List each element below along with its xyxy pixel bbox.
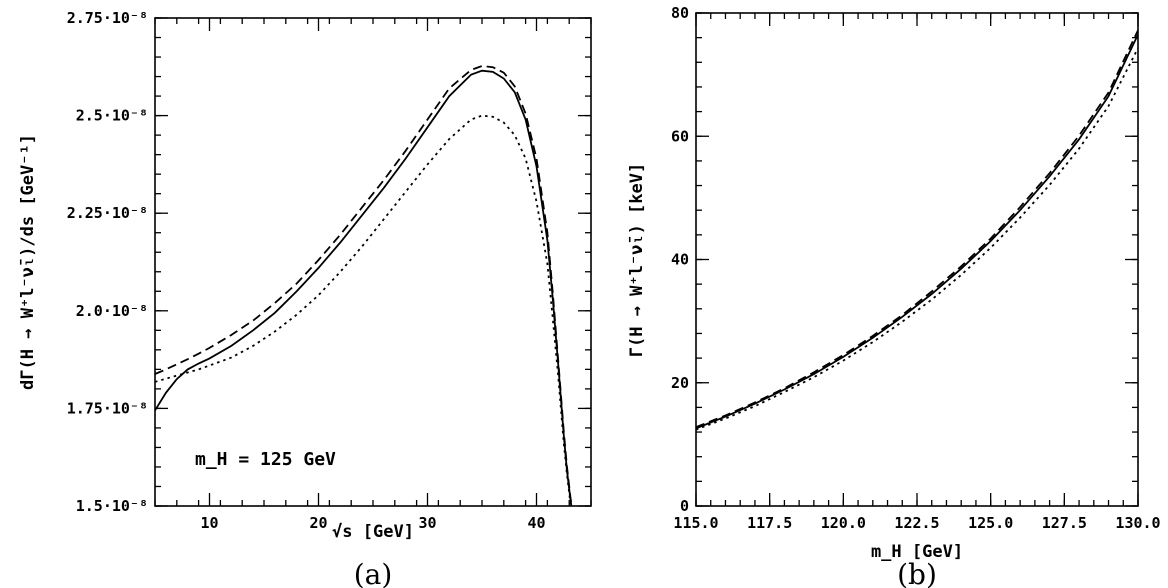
panel-a-ticks [154, 17, 592, 507]
y-tick-label: 2.5·10⁻⁸ [76, 107, 148, 125]
x-tick-label: 117.5 [747, 514, 792, 532]
x-tick-label: 127.5 [1042, 514, 1087, 532]
y-tick-label: 2.25·10⁻⁸ [67, 204, 148, 222]
x-tick-label: 30 [418, 514, 436, 532]
panel-b-tick-labels: 115.0 117.5 120.0 122.5 125.0 127.5 130.0 0 20 40… [671, 4, 1161, 532]
y-tick-label: 60 [671, 127, 689, 145]
series-dotted-line [696, 47, 1138, 431]
panel-a-mass-annotation: m_H = 125 GeV [195, 449, 336, 470]
panel-b-caption-label: (b) [897, 558, 937, 588]
panel-a-caption-label: (a) [354, 558, 393, 588]
panel-a-y-axis-label: dΓ(H → W⁺l⁻ν̄ₗ)/ds [GeV⁻¹] [18, 134, 38, 390]
panel-a-plot-frame [154, 17, 592, 507]
panel-a-curves [155, 65, 573, 506]
y-tick-label: 1.75·10⁻⁸ [67, 399, 148, 417]
series-solid-line [696, 34, 1138, 430]
panel-b-y-axis-label: Γ(H → W⁺l⁻ν̄ₗ) [keV] [627, 163, 647, 357]
panel-b-curves [696, 29, 1138, 431]
y-tick-label: 2.75·10⁻⁸ [67, 9, 148, 27]
panel-a-tick-labels: 10 20 30 40 1.5·10⁻⁸ 1.75·10⁻⁸ 2.0·10⁻⁸ 2.25·10… [67, 9, 546, 532]
panel-b-ticks [695, 12, 1139, 507]
x-tick-label: 115.0 [673, 514, 718, 532]
y-tick-label: 1.5·10⁻⁸ [76, 497, 148, 515]
panel-b-x-axis-label: m_H [GeV] [871, 542, 963, 562]
series-dotted-line [155, 114, 572, 506]
y-tick-label: 0 [680, 497, 689, 515]
x-tick-label: 122.5 [894, 514, 939, 532]
x-tick-label: 20 [309, 514, 327, 532]
panel-a-chart: 10 20 30 40 1.5·10⁻⁸ 1.75·10⁻⁸ 2.0·10⁻⁸ 2.25·10… [18, 9, 592, 588]
y-tick-label: 40 [671, 251, 689, 269]
y-tick-label: 20 [671, 374, 689, 392]
series-dashed-line [696, 29, 1138, 428]
x-tick-label: 10 [200, 514, 218, 532]
x-tick-label: 40 [527, 514, 545, 532]
panel-b-plot-frame [695, 12, 1139, 507]
x-tick-label: 130.0 [1115, 514, 1160, 532]
panel-a-x-axis-label: √s [GeV] [332, 522, 414, 542]
series-dashed-line [155, 65, 573, 506]
y-tick-label: 2.0·10⁻⁸ [76, 302, 148, 320]
panel-b-chart: 115.0 117.5 120.0 122.5 125.0 127.5 130.0 0 20 40… [627, 4, 1161, 588]
x-tick-label: 120.0 [821, 514, 866, 532]
y-tick-label: 80 [671, 4, 689, 22]
x-tick-label: 125.0 [968, 514, 1013, 532]
